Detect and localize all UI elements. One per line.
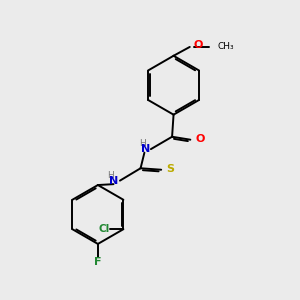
Text: O: O <box>196 134 205 144</box>
Text: O: O <box>194 40 203 50</box>
Text: N: N <box>141 144 150 154</box>
Text: Cl: Cl <box>98 224 109 234</box>
Text: N: N <box>110 176 119 186</box>
Text: H: H <box>139 139 146 148</box>
Text: F: F <box>94 256 102 267</box>
Text: S: S <box>167 164 175 174</box>
Text: CH₃: CH₃ <box>218 42 234 51</box>
Text: H: H <box>107 171 114 180</box>
